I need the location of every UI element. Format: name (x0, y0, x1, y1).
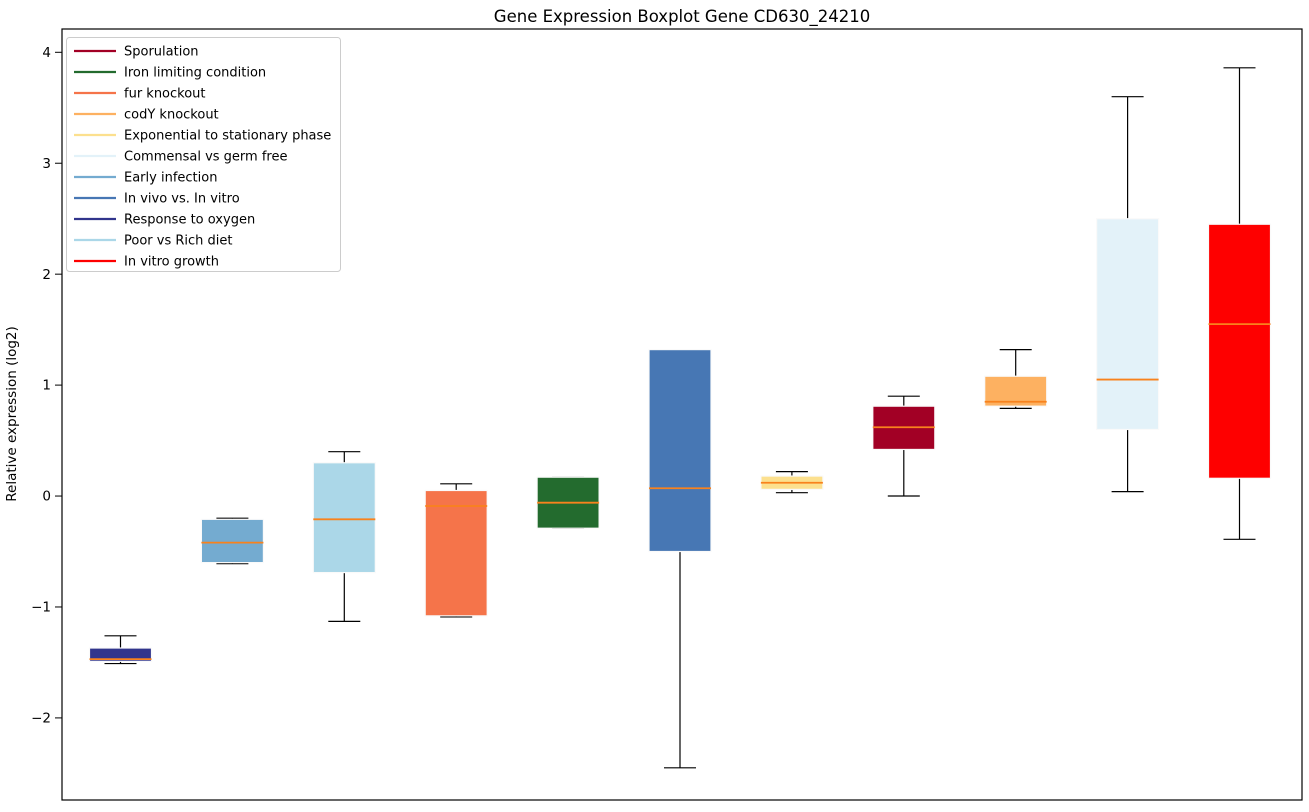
y-tick-label: 0 (42, 489, 51, 505)
legend-item-poor-vs-rich-diet: Poor vs Rich diet (74, 234, 232, 249)
box-response-to-oxygen (88, 635, 153, 665)
box-fur-knockout (424, 483, 488, 618)
iqr-box (88, 647, 153, 662)
legend-item-iron-limiting-condition: Iron limiting condition (74, 66, 266, 81)
legend-label: Sporulation (124, 45, 199, 60)
legend-label: codY knockout (124, 108, 219, 123)
legend-label: Iron limiting condition (124, 66, 266, 81)
box-exponential-to-stationary-phase (760, 471, 824, 494)
iqr-box (424, 489, 488, 617)
legend-label: In vivo vs. In vitro (124, 192, 240, 207)
y-axis-label: Relative expression (log2) (4, 326, 20, 502)
iqr-box (312, 462, 376, 574)
chart-title: Gene Expression Boxplot Gene CD630_24210 (494, 7, 870, 27)
legend-item-fur-knockout: fur knockout (74, 87, 206, 102)
legend-item-commensal-vs-germ-free: Commensal vs germ free (74, 150, 287, 165)
box-sporulation (872, 395, 936, 497)
legend-label: Exponential to stationary phase (124, 129, 331, 144)
box-poor-vs-rich-diet (312, 451, 376, 622)
box-in-vitro-growth (1207, 67, 1272, 540)
iqr-box (1207, 223, 1272, 479)
legend-item-cody-knockout: codY knockout (74, 108, 219, 123)
legend-label: In vitro growth (124, 255, 219, 270)
boxplot-series (88, 67, 1272, 769)
box-commensal-vs-germ-free (1095, 96, 1160, 493)
box-cody-knockout (984, 349, 1048, 409)
legend-label: fur knockout (124, 87, 206, 102)
y-tick-label: −1 (31, 600, 51, 616)
legend: Sporulation Iron limiting condition fur kn… (66, 37, 341, 272)
legend-item-in-vitro-growth: In vitro growth (74, 255, 219, 270)
legend-item-in-vivo-vs-in-vitro: In vivo vs. In vitro (74, 192, 240, 207)
legend-label: Response to oxygen (124, 213, 255, 228)
axes-frame (61, 28, 1303, 801)
box-early-infection (200, 517, 264, 565)
box-iron-limiting-condition (536, 476, 600, 529)
legend-label: Commensal vs germ free (124, 150, 287, 165)
legend-frame (66, 37, 341, 272)
legend-item-sporulation: Sporulation (74, 45, 199, 60)
y-tick-label: 2 (42, 267, 51, 283)
iqr-box (1095, 218, 1160, 431)
y-tick-label: −2 (31, 711, 51, 727)
legend-item-exponential-to-stationary-phase: Exponential to stationary phase (74, 129, 331, 144)
box-in-vivo-vs-in-vitro (648, 349, 712, 769)
y-tick-label: 4 (42, 45, 51, 61)
iqr-box (200, 518, 264, 564)
y-axis-ticks: −2 −1 0 1 2 3 4 (31, 45, 62, 727)
legend-label: Poor vs Rich diet (124, 234, 232, 249)
legend-label: Early infection (124, 171, 217, 186)
y-tick-label: 1 (42, 378, 51, 394)
legend-item-response-to-oxygen: Response to oxygen (74, 213, 255, 228)
legend-item-early-infection: Early infection (74, 171, 217, 186)
iqr-box (648, 349, 712, 553)
y-tick-label: 3 (42, 156, 51, 172)
